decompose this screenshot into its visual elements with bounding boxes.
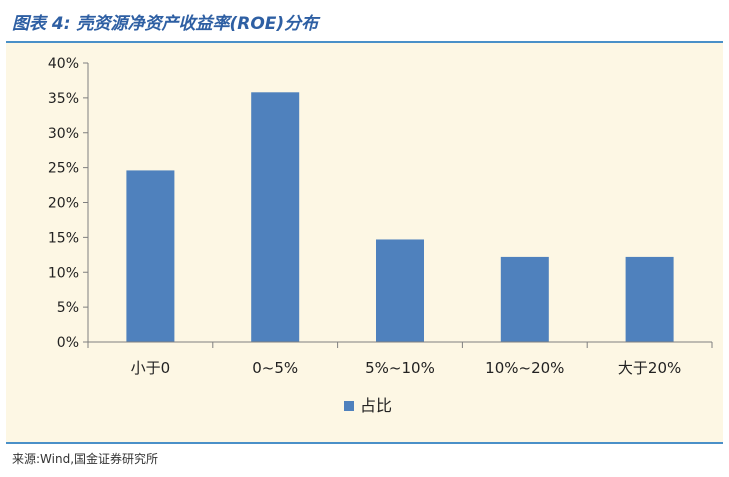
chart-title: 图表 4: 壳资源净资产收益率(ROE)分布	[12, 14, 319, 34]
source-note: 来源:Wind,国金证券研究所	[12, 452, 159, 466]
title-divider	[6, 41, 723, 43]
x-tick-label: 10%~20%	[485, 359, 564, 377]
y-tick-label: 20%	[48, 196, 79, 212]
bar-5	[625, 256, 674, 342]
x-tick-label: 5%~10%	[365, 359, 435, 377]
y-tick-label: 5%	[57, 300, 79, 316]
y-tick-label: 40%	[48, 56, 79, 72]
legend-label: 占比	[360, 396, 392, 415]
bar-chart: 0% 5% 10% 15% 20% 25% 30% 35% 40% 小于0 0~5% 5%~10% 10…	[48, 56, 713, 415]
y-tick-label: 30%	[48, 126, 79, 142]
x-tick-label: 小于0	[131, 359, 171, 377]
bar-3	[376, 239, 424, 342]
bar-1	[126, 170, 175, 342]
x-tick-label: 大于20%	[618, 359, 681, 377]
y-tick-label: 15%	[48, 230, 79, 246]
x-tick-label: 0~5%	[252, 359, 298, 377]
bar-4	[500, 256, 549, 342]
y-tick-label: 0%	[57, 335, 79, 351]
chart-panel: 0% 5% 10% 15% 20% 25% 30% 35% 40% 小于0 0~5% 5%~10% 10…	[6, 43, 723, 442]
bar-2	[251, 92, 300, 342]
y-tick-label: 35%	[48, 91, 79, 107]
source-divider	[6, 442, 723, 444]
legend-swatch	[344, 401, 354, 411]
y-tick-label: 10%	[48, 265, 79, 281]
y-tick-label: 25%	[48, 161, 79, 177]
